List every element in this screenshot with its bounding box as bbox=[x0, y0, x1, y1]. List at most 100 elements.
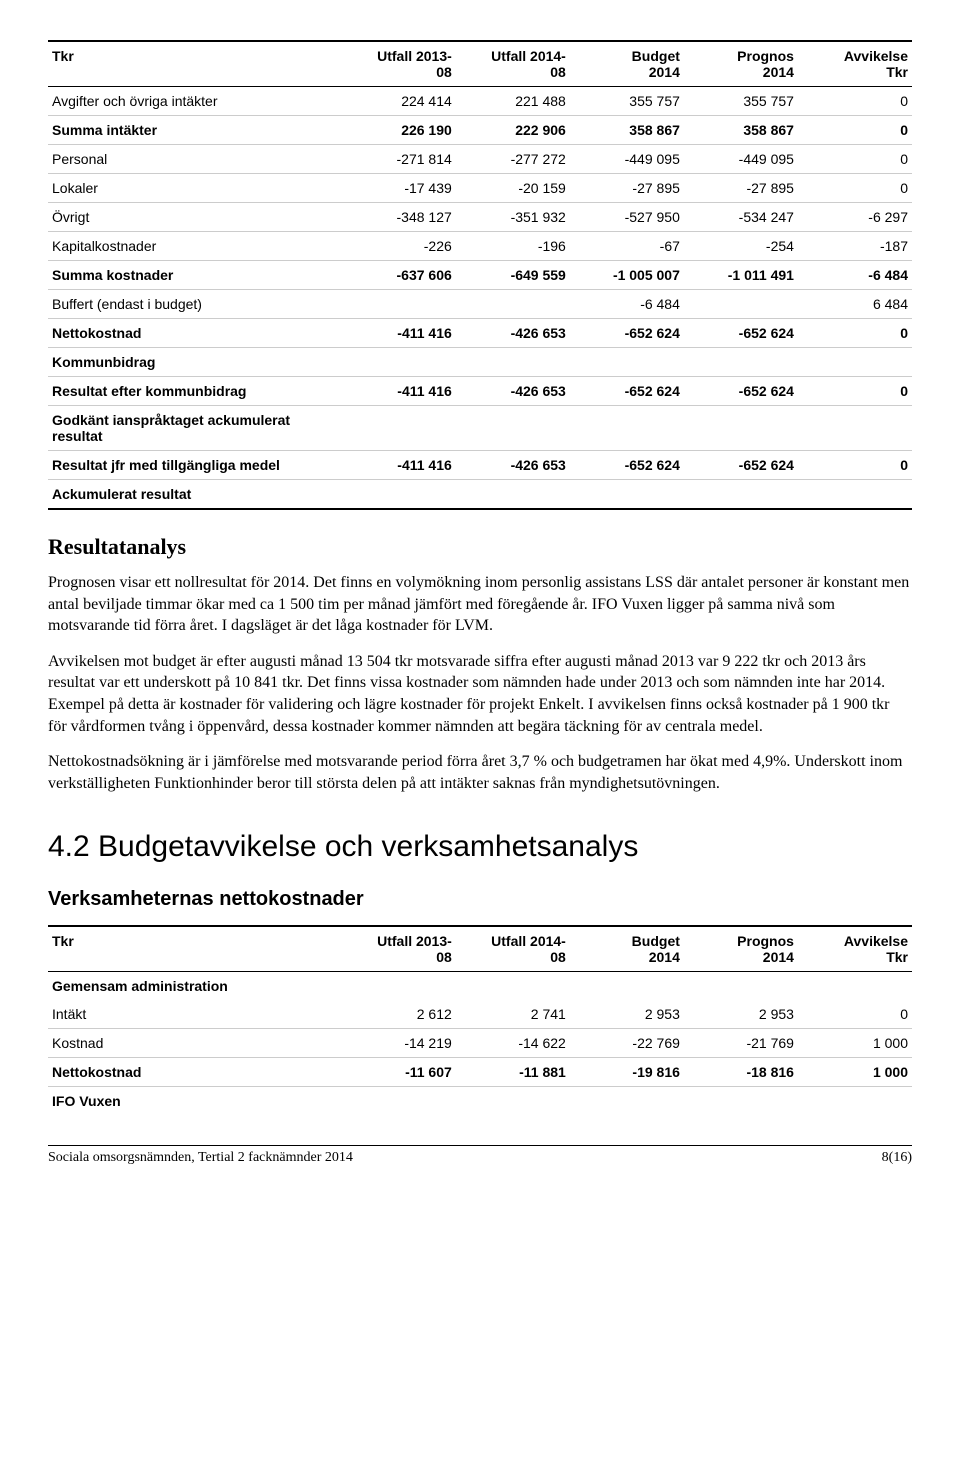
row-value bbox=[456, 406, 570, 451]
row-value bbox=[456, 480, 570, 510]
row-value bbox=[570, 406, 684, 451]
table-row: Kommunbidrag bbox=[48, 348, 912, 377]
row-value: 1 000 bbox=[798, 1058, 912, 1087]
analysis-p3: Nettokostnadsökning är i jämförelse med … bbox=[48, 751, 912, 794]
table-row: Buffert (endast i budget)-6 4846 484 bbox=[48, 290, 912, 319]
footer-left: Sociala omsorgsnämnden, Tertial 2 facknä… bbox=[48, 1150, 353, 1166]
row-label: Summa kostnader bbox=[48, 261, 342, 290]
col-header: Utfall 2013-08 bbox=[342, 41, 456, 87]
row-value: -637 606 bbox=[342, 261, 456, 290]
row-value: -351 932 bbox=[456, 203, 570, 232]
row-value: -652 624 bbox=[684, 377, 798, 406]
row-value bbox=[570, 480, 684, 510]
row-value bbox=[570, 1087, 684, 1116]
col-label: Tkr bbox=[48, 41, 342, 87]
row-value: -652 624 bbox=[570, 319, 684, 348]
table-row: Nettokostnad-411 416-426 653-652 624-652… bbox=[48, 319, 912, 348]
row-value: -449 095 bbox=[684, 145, 798, 174]
row-value: 0 bbox=[798, 145, 912, 174]
row-value: 2 953 bbox=[684, 1000, 798, 1029]
row-label: Avgifter och övriga intäkter bbox=[48, 87, 342, 116]
row-value: 2 741 bbox=[456, 1000, 570, 1029]
row-value: 0 bbox=[798, 1000, 912, 1029]
footer-right: 8(16) bbox=[882, 1150, 912, 1166]
row-value bbox=[684, 348, 798, 377]
section-4-2-subhead: Verksamheternas nettokostnader bbox=[48, 888, 912, 911]
row-label: Godkänt ianspråktaget ackumulerat result… bbox=[48, 406, 342, 451]
row-value: 0 bbox=[798, 87, 912, 116]
row-value: 2 953 bbox=[570, 1000, 684, 1029]
row-value: -6 484 bbox=[570, 290, 684, 319]
col-header: Utfall 2014-08 bbox=[456, 926, 570, 972]
row-value: -426 653 bbox=[456, 319, 570, 348]
row-label: Kostnad bbox=[48, 1029, 342, 1058]
row-value: -652 624 bbox=[684, 319, 798, 348]
page-footer: Sociala omsorgsnämnden, Tertial 2 facknä… bbox=[48, 1145, 912, 1166]
row-value bbox=[342, 1087, 456, 1116]
row-value bbox=[342, 480, 456, 510]
table-row: Personal-271 814-277 272-449 095-449 095… bbox=[48, 145, 912, 174]
row-label: Nettokostnad bbox=[48, 1058, 342, 1087]
row-value: -652 624 bbox=[570, 451, 684, 480]
col-header: Prognos2014 bbox=[684, 926, 798, 972]
row-value: -254 bbox=[684, 232, 798, 261]
table-row: Summa intäkter226 190222 906358 867358 8… bbox=[48, 116, 912, 145]
analysis-p1: Prognosen visar ett nollresultat för 201… bbox=[48, 572, 912, 637]
row-value: -11 607 bbox=[342, 1058, 456, 1087]
row-value: -348 127 bbox=[342, 203, 456, 232]
row-value: -527 950 bbox=[570, 203, 684, 232]
row-value: 0 bbox=[798, 377, 912, 406]
row-value: -14 219 bbox=[342, 1029, 456, 1058]
table-row: Nettokostnad-11 607-11 881-19 816-18 816… bbox=[48, 1058, 912, 1087]
row-value: -271 814 bbox=[342, 145, 456, 174]
row-label: Summa intäkter bbox=[48, 116, 342, 145]
table-row: Resultat jfr med tillgängliga medel-411 … bbox=[48, 451, 912, 480]
row-value bbox=[342, 290, 456, 319]
row-value: -411 416 bbox=[342, 319, 456, 348]
row-value: 2 612 bbox=[342, 1000, 456, 1029]
row-value bbox=[570, 348, 684, 377]
row-value: -449 095 bbox=[570, 145, 684, 174]
row-value bbox=[456, 290, 570, 319]
table-row: Kostnad-14 219-14 622-22 769-21 7691 000 bbox=[48, 1029, 912, 1058]
table-row: Summa kostnader-637 606-649 559-1 005 00… bbox=[48, 261, 912, 290]
row-value: -426 653 bbox=[456, 377, 570, 406]
row-value bbox=[684, 406, 798, 451]
row-label: Personal bbox=[48, 145, 342, 174]
table-row: Kapitalkostnader-226-196-67-254-187 bbox=[48, 232, 912, 261]
row-value bbox=[342, 972, 456, 1001]
row-value: -1 011 491 bbox=[684, 261, 798, 290]
col-header: Utfall 2013-08 bbox=[342, 926, 456, 972]
row-value: -21 769 bbox=[684, 1029, 798, 1058]
table-row: Godkänt ianspråktaget ackumulerat result… bbox=[48, 406, 912, 451]
row-value: -67 bbox=[570, 232, 684, 261]
row-value: -22 769 bbox=[570, 1029, 684, 1058]
row-value: -14 622 bbox=[456, 1029, 570, 1058]
col-header: Budget2014 bbox=[570, 926, 684, 972]
row-label: Övrigt bbox=[48, 203, 342, 232]
row-value bbox=[798, 480, 912, 510]
table-row: Avgifter och övriga intäkter224 414221 4… bbox=[48, 87, 912, 116]
row-value: -649 559 bbox=[456, 261, 570, 290]
row-value: 1 000 bbox=[798, 1029, 912, 1058]
col-header: Budget2014 bbox=[570, 41, 684, 87]
row-value bbox=[798, 348, 912, 377]
analysis-heading: Resultatanalys bbox=[48, 534, 912, 560]
row-value bbox=[342, 406, 456, 451]
row-value: -187 bbox=[798, 232, 912, 261]
row-value: -411 416 bbox=[342, 451, 456, 480]
row-value: -27 895 bbox=[570, 174, 684, 203]
row-label: Kapitalkostnader bbox=[48, 232, 342, 261]
row-value bbox=[798, 406, 912, 451]
col-header: Utfall 2014-08 bbox=[456, 41, 570, 87]
col-label: Tkr bbox=[48, 926, 342, 972]
row-value bbox=[570, 972, 684, 1001]
row-label: Resultat jfr med tillgängliga medel bbox=[48, 451, 342, 480]
row-label: Intäkt bbox=[48, 1000, 342, 1029]
col-header: AvvikelseTkr bbox=[798, 41, 912, 87]
row-label: Ackumulerat resultat bbox=[48, 480, 342, 510]
row-value bbox=[798, 1087, 912, 1116]
row-value bbox=[456, 1087, 570, 1116]
row-value: -226 bbox=[342, 232, 456, 261]
row-value: 221 488 bbox=[456, 87, 570, 116]
